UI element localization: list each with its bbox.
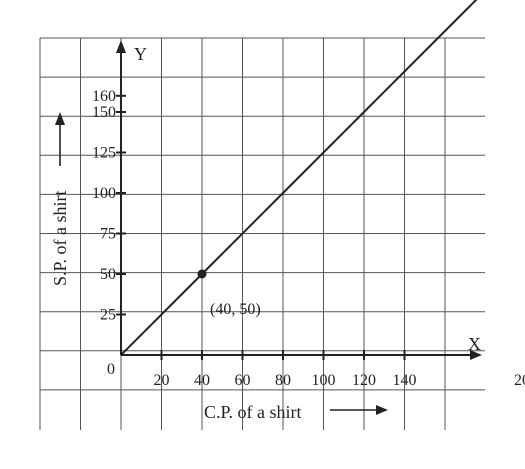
x-axis-letter: X	[468, 334, 481, 354]
point-label: (40, 50)	[210, 301, 261, 318]
y-axis-label: S.P. of a shirt	[50, 190, 70, 286]
x-tick-label: 120	[352, 372, 376, 389]
x-label-arrow-icon	[330, 405, 388, 415]
y-axis-arrow-icon	[116, 40, 126, 53]
x-tick-label: 80	[275, 372, 291, 389]
x-tick-label: 140	[393, 372, 417, 389]
y-tick-label: 50	[100, 266, 116, 283]
grid	[39, 37, 485, 430]
y-tick-label: 125	[92, 145, 116, 162]
y-tick-label: 150	[92, 104, 116, 121]
x-axis-arrow-icon	[470, 350, 482, 360]
y-tick-label: 100	[92, 185, 116, 202]
y-axis-letter: Y	[134, 44, 147, 64]
origin-label: 0	[107, 361, 115, 378]
x-tick-label: 40	[194, 372, 210, 389]
x-tick-label: 200	[514, 372, 525, 389]
y-tick-label: 75	[100, 226, 116, 243]
data-point	[197, 269, 207, 279]
y-tick-label: 25	[100, 307, 116, 324]
y-label-arrow-icon	[55, 112, 65, 166]
y-tick-label: 160	[92, 88, 116, 105]
series	[120, 0, 478, 356]
x-tick-label: 20	[154, 372, 170, 389]
axes	[116, 40, 482, 360]
x-tick-label: 100	[312, 372, 336, 389]
x-axis-label: C.P. of a shirt	[204, 402, 302, 422]
x-tick-label: 60	[235, 372, 251, 389]
